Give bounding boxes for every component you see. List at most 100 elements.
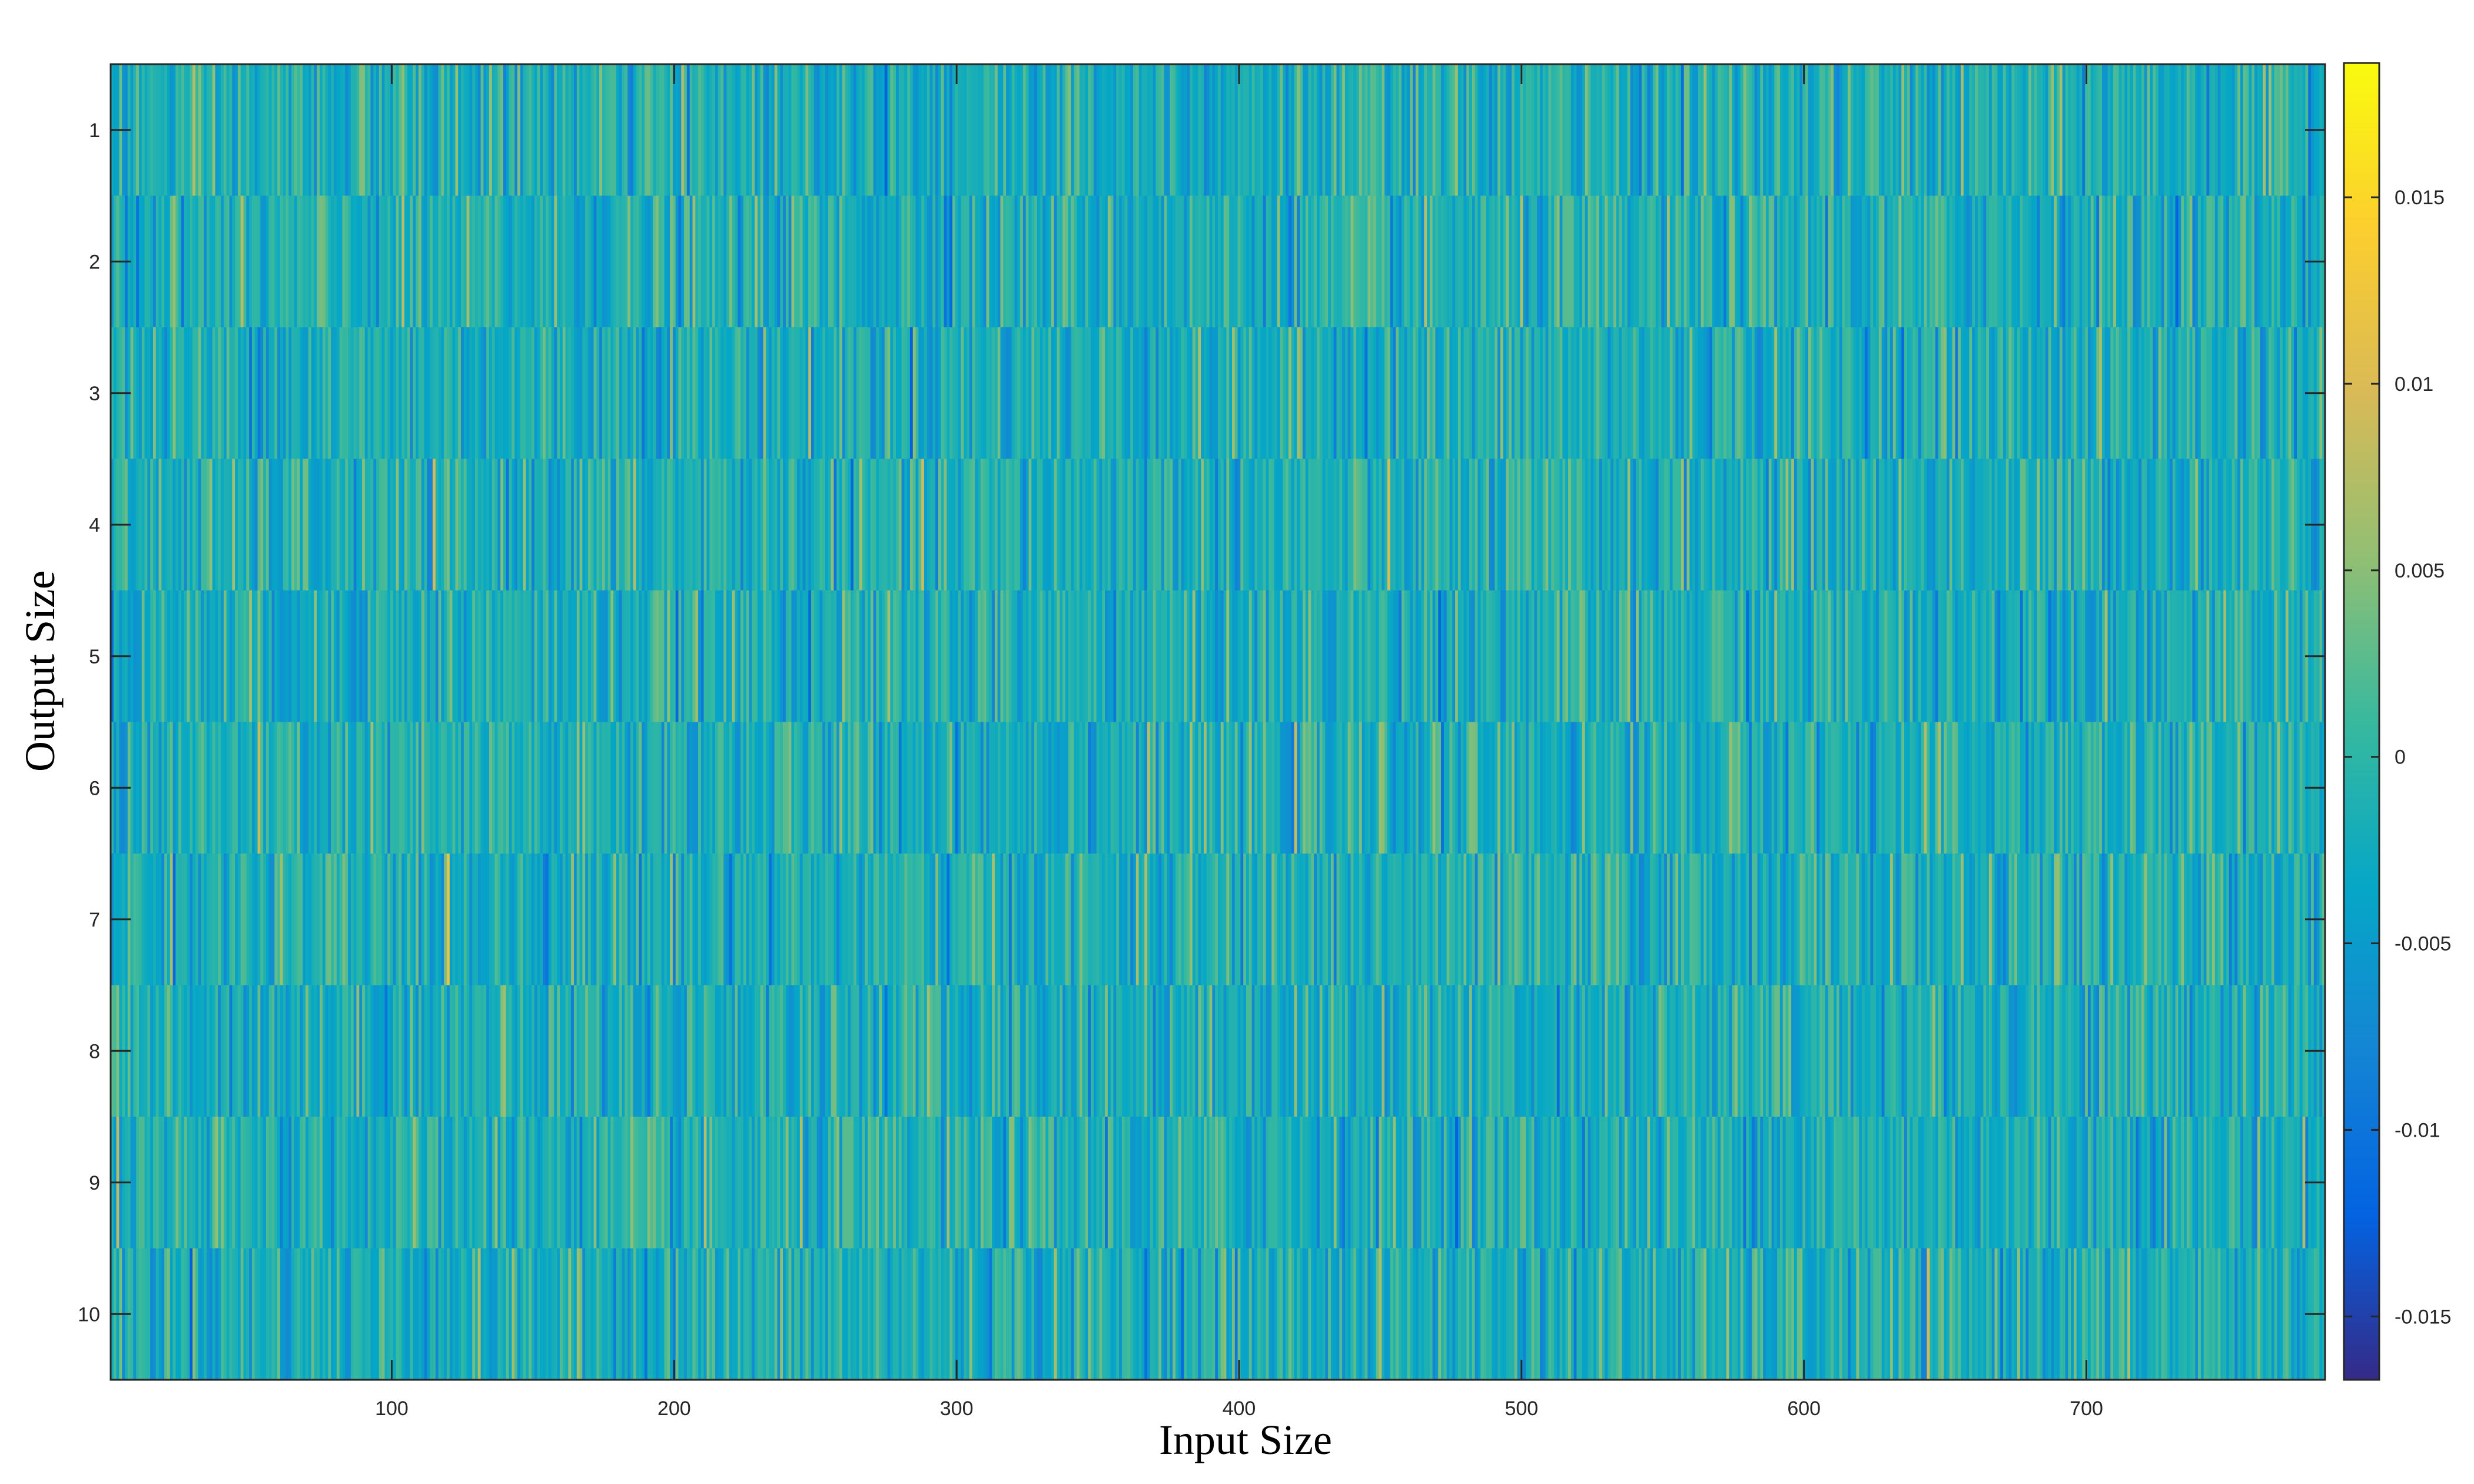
heatmap-cell bbox=[1457, 195, 1462, 327]
heatmap-cell bbox=[1514, 459, 1518, 590]
heatmap-cell bbox=[797, 327, 801, 459]
heatmap-cell bbox=[1472, 327, 1476, 459]
heatmap-cell bbox=[755, 459, 758, 590]
heatmap-cell bbox=[500, 327, 504, 459]
heatmap-cell bbox=[2266, 722, 2269, 854]
heatmap-cell bbox=[1588, 327, 1591, 459]
heatmap-cell bbox=[706, 459, 710, 590]
heatmap-cell bbox=[1895, 327, 1899, 459]
heatmap-cell bbox=[1382, 327, 1385, 459]
heatmap-cell bbox=[1065, 459, 1069, 590]
heatmap-cell bbox=[520, 64, 524, 196]
heatmap-cell bbox=[1452, 459, 1456, 590]
heatmap-cell bbox=[407, 195, 411, 327]
heatmap-cell bbox=[1910, 590, 1914, 722]
heatmap-cell bbox=[1565, 722, 1569, 854]
heatmap-cell bbox=[184, 590, 188, 722]
heatmap-cell bbox=[237, 195, 241, 327]
heatmap-cell bbox=[1624, 195, 1628, 327]
heatmap-cell bbox=[204, 64, 207, 196]
heatmap-cell bbox=[1554, 195, 1558, 327]
heatmap-cell bbox=[150, 722, 154, 854]
heatmap-cell bbox=[1805, 459, 1809, 590]
heatmap-cell bbox=[1579, 590, 1583, 722]
heatmap-cell bbox=[788, 590, 792, 722]
heatmap-cell bbox=[1308, 590, 1311, 722]
heatmap-cell bbox=[1347, 722, 1351, 854]
heatmap-cell bbox=[1082, 195, 1086, 327]
heatmap-cell bbox=[1542, 590, 1546, 722]
heatmap-cell bbox=[1644, 722, 1648, 854]
heatmap-cell bbox=[1353, 195, 1357, 327]
heatmap-cell bbox=[1562, 64, 1566, 196]
heatmap-cell bbox=[331, 459, 334, 590]
heatmap-cell bbox=[777, 64, 781, 196]
heatmap-cell bbox=[1062, 327, 1066, 459]
heatmap-cell bbox=[1853, 722, 1857, 854]
heatmap-cell bbox=[2093, 722, 2097, 854]
heatmap-cell bbox=[1105, 459, 1108, 590]
heatmap-cell bbox=[1220, 459, 1224, 590]
heatmap-cell bbox=[1283, 459, 1286, 590]
heatmap-cell bbox=[2280, 722, 2283, 854]
heatmap-cell bbox=[1268, 195, 1272, 327]
heatmap-cell bbox=[1678, 590, 1682, 722]
heatmap-cell bbox=[2051, 722, 2054, 854]
heatmap-cell bbox=[1782, 722, 1786, 854]
heatmap-cell bbox=[1167, 195, 1171, 327]
heatmap-cell bbox=[531, 64, 535, 196]
heatmap-cell bbox=[381, 459, 386, 590]
heatmap-cell bbox=[1240, 459, 1244, 590]
heatmap-cell bbox=[1330, 195, 1334, 327]
heatmap-cell bbox=[1240, 327, 1244, 459]
heatmap-cell bbox=[1610, 722, 1614, 854]
heatmap-cell bbox=[2113, 722, 2117, 854]
heatmap-cell bbox=[390, 327, 394, 459]
heatmap-cell bbox=[204, 854, 207, 985]
heatmap-cell bbox=[1681, 195, 1685, 327]
heatmap-cell bbox=[1497, 459, 1501, 590]
heatmap-cell bbox=[1062, 195, 1066, 327]
heatmap-cell bbox=[2200, 64, 2204, 196]
heatmap-cell bbox=[1475, 459, 1479, 590]
heatmap-cell bbox=[2141, 195, 2145, 327]
heatmap-cell bbox=[842, 64, 846, 196]
heatmap-cell bbox=[1319, 64, 1323, 196]
heatmap-cell bbox=[1579, 722, 1583, 854]
heatmap-cell bbox=[1347, 459, 1351, 590]
heatmap-cell bbox=[1251, 590, 1255, 722]
heatmap-cell bbox=[653, 64, 656, 196]
heatmap-cell bbox=[1509, 195, 1512, 327]
heatmap-cell bbox=[749, 854, 752, 985]
heatmap-cell bbox=[1703, 590, 1707, 722]
heatmap-cell bbox=[1876, 590, 1879, 722]
heatmap-cell bbox=[1636, 722, 1639, 854]
heatmap-cell bbox=[2212, 590, 2216, 722]
heatmap-cell bbox=[881, 195, 885, 327]
heatmap-cell bbox=[2118, 64, 2123, 196]
heatmap-cell bbox=[1892, 590, 1897, 722]
heatmap-cell bbox=[975, 590, 978, 722]
heatmap-cell bbox=[1370, 459, 1374, 590]
heatmap-cell bbox=[895, 64, 899, 196]
heatmap-cell bbox=[763, 64, 766, 196]
heatmap-cell bbox=[1246, 327, 1250, 459]
heatmap-cell bbox=[686, 854, 690, 985]
heatmap-cell bbox=[698, 590, 702, 722]
heatmap-cell bbox=[1266, 459, 1269, 590]
heatmap-cell bbox=[1190, 722, 1193, 854]
heatmap-cell bbox=[1266, 64, 1269, 196]
heatmap-cell bbox=[1901, 64, 1905, 196]
heatmap-cell bbox=[461, 64, 464, 196]
heatmap-cell bbox=[529, 854, 532, 985]
heatmap-cell bbox=[1257, 64, 1261, 196]
heatmap-cell bbox=[529, 195, 532, 327]
heatmap-cell bbox=[828, 195, 832, 327]
heatmap-cell bbox=[802, 327, 806, 459]
heatmap-cell bbox=[675, 590, 679, 722]
heatmap-cell bbox=[1410, 195, 1413, 327]
heatmap-cell bbox=[1754, 327, 1758, 459]
heatmap-cell bbox=[1446, 459, 1450, 590]
heatmap-cell bbox=[2243, 195, 2247, 327]
heatmap-cell bbox=[582, 64, 586, 196]
